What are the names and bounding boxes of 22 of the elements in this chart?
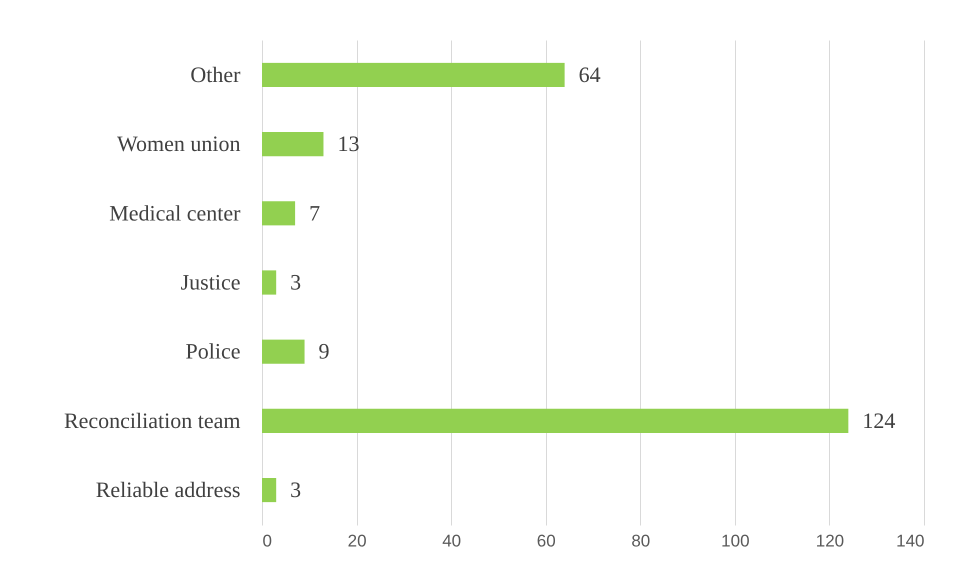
data-label: 3 xyxy=(290,477,302,502)
data-label: 3 xyxy=(290,270,302,294)
y-tick-label: Medical center xyxy=(109,200,242,226)
data-label: 124 xyxy=(862,408,896,433)
data-label: 13 xyxy=(337,131,360,156)
data-label: 64 xyxy=(578,62,601,87)
y-tick-label: Justice xyxy=(180,270,240,294)
data-label: 9 xyxy=(318,338,330,364)
x-tick-label: 20 xyxy=(348,532,367,550)
y-tick-label: Reliable address xyxy=(96,477,240,502)
x-tick-label: 40 xyxy=(442,532,462,550)
y-tick-label: Women union xyxy=(117,131,240,156)
y-tick-label: Police xyxy=(186,338,240,364)
data-label: 7 xyxy=(309,200,320,226)
y-tick-label: Reconciliation team xyxy=(64,408,240,433)
x-tick-label: 60 xyxy=(536,532,556,550)
y-tick-label: Other xyxy=(190,62,242,87)
x-tick-label: 0 xyxy=(262,532,272,550)
x-tick-label: 120 xyxy=(816,532,844,550)
x-tick-label: 100 xyxy=(721,532,750,550)
x-tick-label: 80 xyxy=(631,532,650,550)
x-tick-label: 140 xyxy=(896,532,924,550)
